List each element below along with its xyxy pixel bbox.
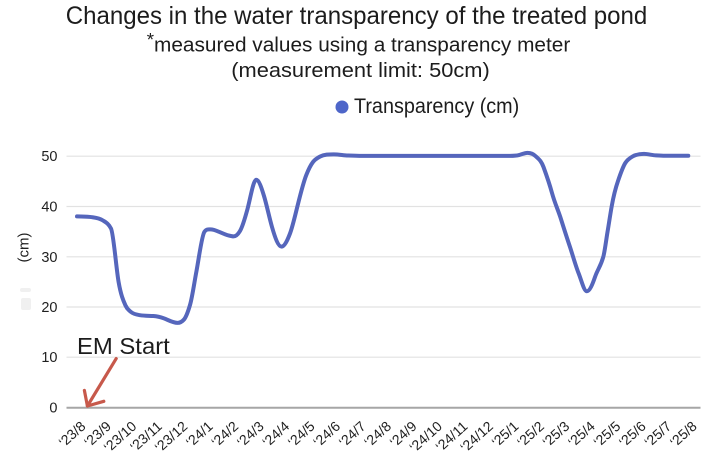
svg-text:‘24/6: ‘24/6	[310, 418, 343, 450]
svg-text:‘23/8: ‘23/8	[55, 418, 88, 450]
svg-text:10: 10	[41, 350, 57, 366]
svg-text:‘24/4: ‘24/4	[259, 418, 292, 450]
svg-text:20: 20	[41, 300, 57, 316]
svg-text:‘24/3: ‘24/3	[234, 418, 267, 450]
svg-text:‘24/8: ‘24/8	[361, 418, 394, 450]
svg-text:40: 40	[41, 200, 57, 216]
svg-text:‘25/4: ‘25/4	[565, 418, 598, 450]
svg-text:‘24/2: ‘24/2	[208, 418, 241, 450]
svg-text:30: 30	[41, 250, 57, 266]
svg-text:‘25/6: ‘25/6	[616, 418, 649, 450]
svg-text:(cm): (cm)	[16, 233, 33, 263]
svg-text:‘25/7: ‘25/7	[641, 418, 674, 450]
svg-text:‘25/2: ‘25/2	[514, 418, 547, 450]
svg-text:‘24/5: ‘24/5	[284, 418, 317, 450]
svg-text:‘25/1: ‘25/1	[488, 418, 521, 450]
svg-text:‘25/5: ‘25/5	[590, 418, 623, 450]
svg-text:‘25/8: ‘25/8	[667, 418, 700, 450]
svg-text:50: 50	[41, 149, 57, 165]
svg-text:0: 0	[49, 401, 57, 417]
svg-text:‘24/7: ‘24/7	[335, 418, 368, 450]
svg-text:‘25/3: ‘25/3	[539, 418, 572, 450]
svg-text:‘24/1: ‘24/1	[183, 418, 216, 450]
